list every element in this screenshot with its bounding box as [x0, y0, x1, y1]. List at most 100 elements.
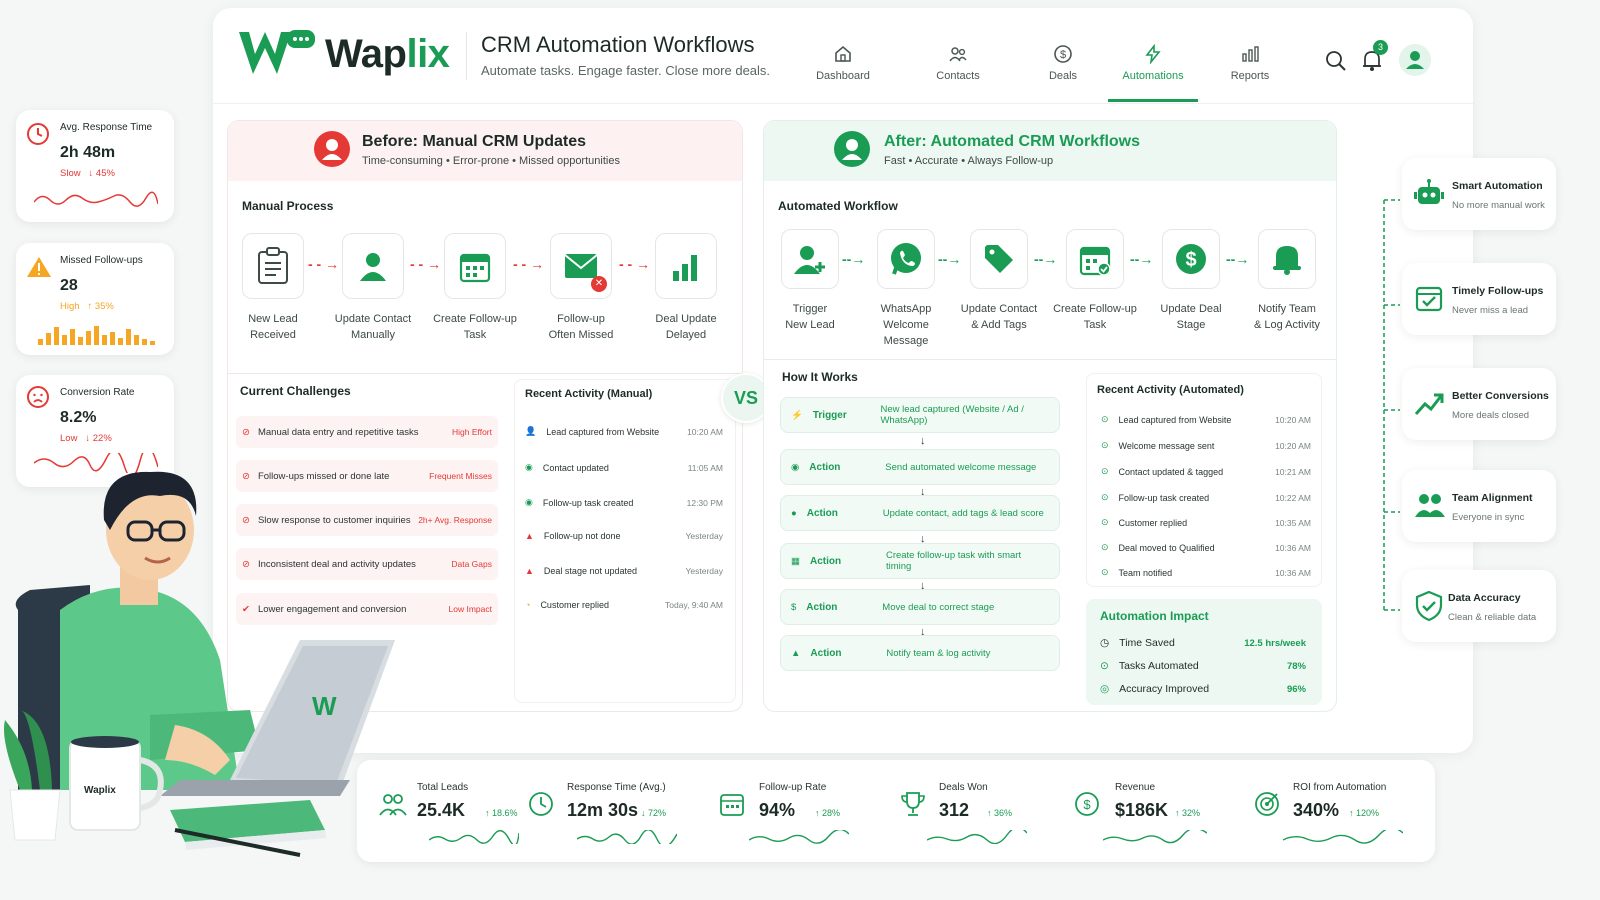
svg-text:$: $ — [1083, 797, 1091, 812]
nav-contacts[interactable]: Contacts — [913, 44, 1003, 82]
kpi-revenue: $ Revenue $186K ↑ 32% — [1073, 760, 1233, 868]
workflow-step: Trigger New Lead — [768, 229, 852, 333]
lightning-icon — [1145, 44, 1161, 64]
arrow-right-icon: --→ — [938, 251, 962, 267]
activity-row: ◉ Contact updated 11:05 AM — [525, 462, 723, 473]
warning-icon: ▲ — [525, 566, 534, 576]
metric-card-conversion-rate: Conversion Rate 8.2% Low ↓ 22% — [16, 375, 174, 487]
workflow-step: $ Update Deal Stage — [1148, 229, 1234, 333]
check-circle-icon: ⊙ — [1101, 517, 1109, 527]
manual-step: Create Follow-up Task — [430, 233, 520, 343]
alert-circle-icon: ⊘ — [242, 426, 250, 438]
impact-row: ⊙ Tasks Automated 78% — [1100, 660, 1306, 672]
calendar-check-icon — [1079, 246, 1111, 276]
person-check-icon: ◉ — [525, 462, 533, 472]
kpi-total-leads: Total Leads 25.4K ↑ 18.6% — [379, 760, 549, 868]
check-circle-icon: ⊙ — [1101, 567, 1109, 577]
after-title: After: Automated CRM Workflows — [884, 133, 1140, 150]
user-icon — [1406, 51, 1424, 69]
user-plus-icon — [794, 246, 825, 274]
alert-circle-icon: ⊘ — [242, 514, 250, 526]
check-circle-icon: ⊙ — [1100, 660, 1109, 672]
before-avatar-icon — [314, 131, 350, 167]
manual-step: Update Contact Manually — [328, 233, 418, 343]
calendar-icon — [459, 253, 491, 283]
shield-check-icon — [1415, 590, 1443, 622]
clipboard-icon — [258, 247, 288, 284]
workflow-step: Notify Team & Log Activity — [1244, 229, 1330, 333]
challenge-row: ⊘ Inconsistent deal and activity updates D… — [236, 548, 498, 580]
dollar-icon: $ — [791, 601, 797, 613]
avatar[interactable] — [1399, 44, 1431, 76]
challenge-row: ⊘ Manual data entry and repetitive tasks H… — [236, 416, 498, 448]
search-icon[interactable] — [1325, 50, 1347, 72]
person-icon: ● — [791, 507, 797, 519]
arrow-right-icon: - - → — [619, 256, 651, 272]
error-x-icon: ✕ — [591, 276, 607, 292]
check-circle-icon: ⊙ — [1101, 466, 1109, 476]
arrow-right-icon: --→ — [1034, 251, 1058, 267]
activity-row: ⊙ Contact updated & tagged 10:21 AM — [1101, 466, 1311, 477]
kpi-response-time: Response Time (Avg.) 12m 30s ↓ 72% — [527, 760, 697, 868]
calendar-icon: ▦ — [791, 555, 800, 567]
bell-icon — [1273, 246, 1301, 275]
notifications-button[interactable]: 3 — [1361, 40, 1388, 72]
person-illustration: W Waplix — [4, 471, 395, 857]
sparkline-green — [1283, 830, 1403, 844]
lightning-icon: ⚡ — [791, 409, 803, 421]
metric-value: 8.2% — [60, 409, 97, 426]
arrow-right-icon: - - → — [410, 256, 442, 272]
mug-brand-text: Waplix — [84, 785, 116, 796]
main-window: Waplix CRM Automation Workflows Automate… — [213, 8, 1473, 753]
challenges-title: Current Challenges — [240, 384, 351, 398]
arrow-down-icon: ↓ — [920, 580, 926, 592]
trophy-icon — [901, 792, 925, 816]
metric-status: Low ↓ 22% — [60, 433, 112, 444]
arrow-down-icon: ↓ — [920, 533, 926, 545]
arrow-down-icon: ↓ — [920, 435, 926, 447]
after-subtitle: Fast • Accurate • Always Follow-up — [884, 155, 1054, 167]
contacts-icon — [949, 47, 967, 62]
metric-status: Slow ↓ 45% — [60, 168, 115, 179]
notebook — [170, 800, 325, 842]
nav-label: Deals — [1048, 70, 1078, 82]
benefit-better-conversions: Better Conversions More deals closed — [1402, 368, 1556, 440]
challenge-row: ✔ Lower engagement and conversion Low Impa… — [236, 593, 498, 625]
arrow-right-icon: --→ — [1130, 251, 1154, 267]
nav-dashboard[interactable]: Dashboard — [798, 44, 888, 82]
kpi-bar: Total Leads 25.4K ↑ 18.6% Response Time … — [357, 760, 1435, 862]
nav-automations[interactable]: Automations — [1108, 44, 1198, 102]
activity-row: ⊙ Team notified 10:36 AM — [1101, 567, 1311, 578]
activity-row: ▲ Follow-up not done Yesterday — [525, 531, 723, 541]
dollar-icon: $ — [1176, 244, 1206, 274]
trend-up-icon — [1414, 393, 1444, 416]
activity-row: ⊙ Customer replied 10:35 AM — [1101, 517, 1311, 528]
calendar-check-icon — [1415, 286, 1443, 312]
sparkline-green — [1103, 830, 1207, 844]
nav-deals[interactable]: $ Deals — [1018, 44, 1108, 82]
hair — [103, 471, 197, 530]
sad-face-icon — [27, 386, 49, 408]
robot-icon — [1414, 179, 1444, 204]
arrow-down-icon: ↓ — [920, 486, 926, 498]
dollar-icon: $ — [1075, 792, 1099, 816]
how-step-action: ◉ Action Send automated welcome message — [780, 449, 1060, 485]
impact-title: Automation Impact — [1100, 609, 1209, 623]
challenge-row: ⊘ Slow response to customer inquiries 2h+ … — [236, 504, 498, 536]
target-icon — [1255, 792, 1279, 816]
nav-reports[interactable]: Reports — [1205, 44, 1295, 82]
nav-label: Automations — [1122, 70, 1184, 82]
metric-status: High ↑ 35% — [60, 301, 114, 312]
notification-badge: 3 — [1373, 40, 1388, 55]
calendar-icon — [720, 794, 744, 816]
sparkline-green — [429, 830, 519, 844]
before-panel: Before: Manual CRM Updates Time-consumin… — [227, 120, 743, 712]
alert-circle-icon: ⊘ — [242, 558, 250, 570]
check-circle-icon: ⊙ — [1101, 542, 1109, 552]
divider — [228, 373, 742, 374]
benefit-timely-followups: Timely Follow-ups Never miss a lead — [1402, 263, 1556, 335]
header-divider — [466, 32, 467, 80]
person-icon — [360, 253, 386, 281]
manual-step: ✕ Follow-up Often Missed — [536, 233, 626, 343]
activity-row: ⊙ Follow-up task created 10:22 AM — [1101, 492, 1311, 503]
